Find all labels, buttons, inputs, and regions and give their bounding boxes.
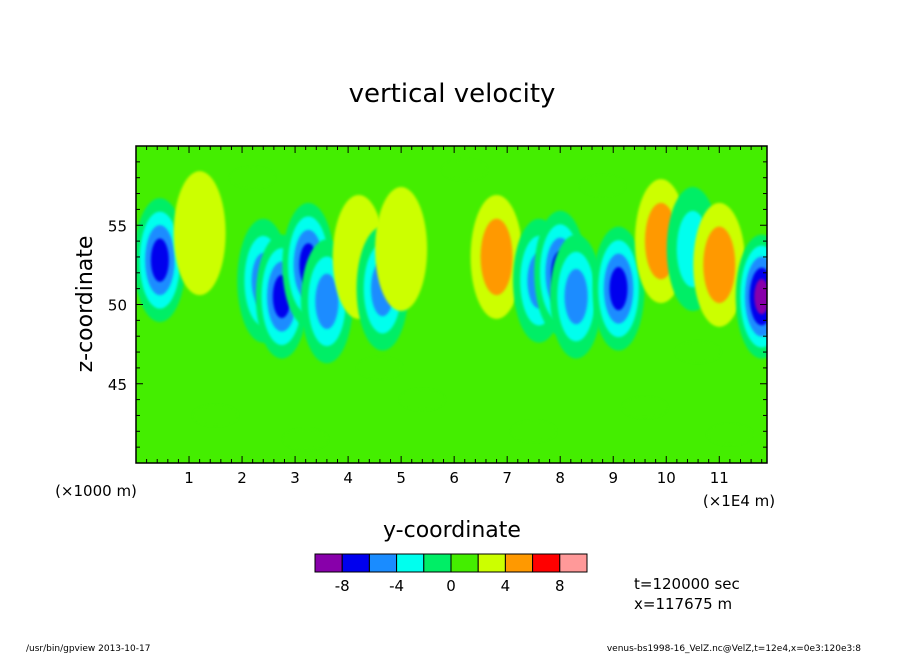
x-tick-label: 3: [290, 469, 300, 487]
y-axis-title: z-coordinate: [73, 236, 98, 373]
contour-bands: [193, 159, 752, 450]
colorbar-swatch: [477, 553, 506, 573]
contour-feature: [173, 171, 226, 296]
x-tick-label: 8: [555, 469, 565, 487]
colorbar-swatch: [368, 553, 398, 573]
colorbar-swatch: [532, 553, 561, 573]
contour-feature: [754, 278, 767, 315]
position-annotation: x=117675 m: [634, 595, 732, 613]
colorbar-swatch: [504, 553, 534, 573]
x-tick-label: 10: [657, 469, 676, 487]
colorbar-swatch: [559, 553, 588, 573]
contour-feature: [703, 226, 736, 304]
contour-feature: [480, 218, 513, 296]
x-unit-left: (×1000 m): [55, 482, 137, 500]
contour-feature: [609, 267, 628, 311]
x-axis: 1 2 3 4 5 6 7 8 9 10 11: [146, 146, 763, 487]
y-tick-label: 45: [108, 376, 127, 394]
colorbar-tick-label: -8: [335, 577, 350, 595]
x-axis-title: y-coordinate: [383, 518, 521, 543]
contour-feature: [375, 187, 428, 312]
field-speck: [357, 357, 402, 378]
field-speck: [511, 421, 556, 442]
x-tick-label: 9: [608, 469, 618, 487]
plot-area: [136, 146, 767, 463]
colorbar-swatch: [423, 553, 452, 573]
x-tick-label: 7: [502, 469, 512, 487]
contour-features: [136, 171, 767, 364]
field-speck: [230, 167, 275, 188]
footer-left: /usr/bin/gpview 2013-10-17: [26, 644, 150, 654]
x-tick-label: 2: [237, 469, 247, 487]
field-speck: [283, 429, 328, 450]
x-tick-label: 5: [396, 469, 406, 487]
contour-feature: [150, 238, 169, 282]
contour-feature: [315, 273, 339, 329]
chart-title: vertical velocity: [349, 79, 556, 109]
footer-right: venus-bs1998-16_VelZ.nc@VelZ,t=12e4,x=0e…: [607, 644, 861, 654]
colorbar-swatch: [314, 553, 343, 573]
y-tick-label: 55: [108, 217, 127, 235]
field-speck: [442, 159, 487, 180]
colorbar-tick-label: 0: [446, 577, 456, 595]
colorbar-swatch: [450, 553, 479, 573]
x-tick-label: 6: [449, 469, 459, 487]
field-speck: [676, 342, 721, 363]
field-speck: [193, 405, 238, 426]
field-speck: [580, 175, 625, 196]
colorbar-swatch: [396, 553, 425, 573]
colorbar-tick-label: -4: [389, 577, 404, 595]
field-speck: [400, 389, 445, 410]
contour-feature: [564, 268, 588, 325]
x-unit-right: (×1E4 m): [703, 492, 775, 510]
y-axis: 45 50 55: [108, 145, 767, 464]
field-speck: [707, 424, 752, 445]
y-tick-label: 50: [108, 297, 127, 315]
field-speck: [623, 397, 668, 418]
colorbar-tick-label: 8: [555, 577, 565, 595]
x-tick-label: 4: [343, 469, 353, 487]
x-tick-label: 11: [710, 469, 729, 487]
x-tick-label: 1: [184, 469, 194, 487]
colorbar-tick-label: 4: [501, 577, 511, 595]
colorbar-swatch: [341, 553, 370, 573]
time-annotation: t=120000 sec: [634, 575, 740, 593]
colorbar: -8 -4 0 4 8: [314, 553, 588, 595]
